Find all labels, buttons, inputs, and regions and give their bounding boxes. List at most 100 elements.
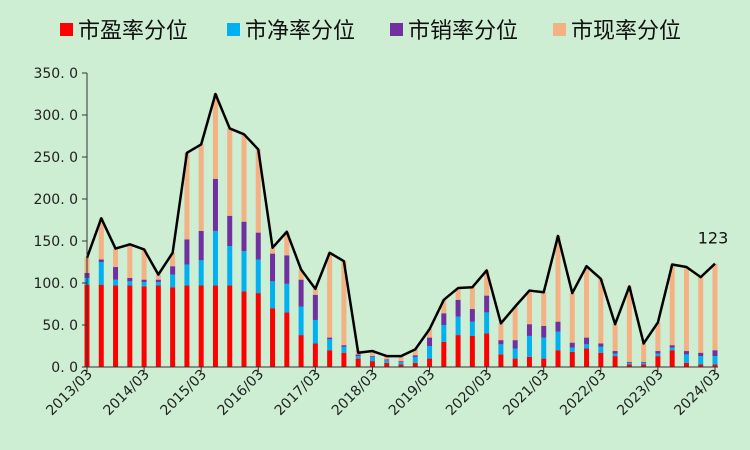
bar-2-2017/12	[355, 356, 361, 359]
bar-1-2024/03	[712, 364, 718, 367]
bar-4-2022/03	[598, 278, 604, 344]
bar-1-2013/06	[98, 284, 104, 367]
bar-1-2017/09	[341, 352, 347, 367]
bar-4-2018/12	[412, 349, 418, 356]
bar-3-2013/12	[127, 277, 133, 282]
bar-4-2018/03	[369, 351, 375, 357]
bar-3-2021/09	[569, 342, 575, 348]
x-tick-label: 2024/03	[671, 367, 723, 419]
legend-swatch-3	[390, 23, 403, 36]
bar-4-2017/06	[327, 252, 333, 338]
bar-3-2019/03	[427, 337, 433, 346]
bar-4-2023/09	[683, 267, 689, 352]
bar-2-2021/03	[541, 337, 547, 359]
bar-3-2021/06	[555, 321, 561, 332]
bar-4-2016/03	[255, 149, 261, 233]
bar-4-2017/03	[312, 288, 318, 295]
bar-2-2022/12	[641, 362, 647, 365]
bar-4-2020/09	[512, 306, 518, 341]
bar-2-2022/09	[626, 362, 632, 365]
bar-4-2022/06	[612, 324, 618, 352]
x-tick-label: 2017/03	[272, 367, 324, 419]
bar-1-2022/09	[626, 364, 632, 367]
bar-3-2018/12	[412, 355, 418, 357]
y-tick-label: 300. 0	[33, 108, 78, 124]
bar-3-2018/09	[398, 361, 404, 362]
bar-3-2014/12	[184, 239, 190, 265]
bar-3-2023/12	[698, 352, 704, 357]
bar-4-2013/06	[98, 218, 104, 260]
bar-1-2017/12	[355, 358, 361, 367]
bar-1-2021/09	[569, 351, 575, 367]
bar-4-2019/03	[427, 329, 433, 338]
bar-4-2021/03	[541, 292, 547, 326]
total-line	[85, 92, 716, 358]
axes: 0. 0 50. 0 100. 0 150. 0 200. 0 250. 0 300. 0 3…	[33, 66, 723, 419]
x-tick-label: 2019/03	[386, 367, 438, 419]
y-tick-label: 350. 0	[33, 66, 78, 82]
bar-3-2017/06	[327, 337, 333, 340]
bar-2-2020/03	[484, 312, 490, 334]
bar-1-2022/03	[598, 352, 604, 367]
bar-3-2018/03	[369, 356, 375, 357]
bar-2-2021/12	[584, 344, 590, 349]
bar-3-2015/12	[241, 221, 247, 252]
bar-3-2016/03	[255, 232, 261, 260]
bar-2-2022/03	[598, 346, 604, 353]
bar-1-2019/12	[469, 335, 475, 367]
bar-3-2016/12	[298, 279, 304, 307]
bar-4-2024/03	[712, 263, 718, 351]
bar-3-2022/12	[641, 361, 647, 363]
x-tick-label: 2022/03	[557, 367, 609, 419]
bar-4-2015/03	[198, 144, 204, 231]
bar-4-2022/09	[626, 286, 632, 362]
bar-2-2016/03	[255, 259, 261, 294]
bar-1-2023/12	[698, 364, 704, 367]
legend-label-2: 市净率分位	[245, 19, 355, 44]
bar-2-2023/09	[683, 354, 689, 363]
bar-1-2020/12	[526, 356, 532, 367]
legend-swatch-1	[60, 23, 73, 36]
x-tick-label: 2021/03	[500, 367, 552, 419]
legend: 市盈率分位 市净率分位 市销率分位 市现率分位	[60, 19, 681, 44]
bar-4-2021/09	[569, 293, 575, 343]
bar-4-2014/06	[155, 274, 161, 280]
x-tick-label: 2014/03	[100, 367, 152, 419]
bar-3-2016/06	[270, 253, 276, 282]
bar-3-2023/09	[683, 351, 689, 355]
bar-1-2015/12	[241, 291, 247, 367]
bar-3-2021/12	[584, 337, 590, 345]
bar-2-2023/03	[655, 353, 661, 357]
bar-2-2017/06	[327, 339, 333, 351]
bar-3-2023/06	[669, 345, 675, 348]
bar-1-2018/12	[412, 362, 418, 367]
legend-label-1: 市盈率分位	[78, 19, 188, 44]
bar-1-2016/06	[270, 308, 276, 367]
y-tick-label: 200. 0	[33, 192, 78, 208]
bar-1-2019/06	[441, 341, 447, 367]
bar-4-2021/12	[584, 266, 590, 338]
bar-1-2017/03	[312, 343, 318, 367]
bar-2-2018/12	[412, 356, 418, 363]
bar-2-2019/06	[441, 325, 447, 342]
bar-3-2014/03	[141, 279, 147, 283]
bar-3-2016/09	[284, 255, 290, 284]
bar-2-2017/03	[312, 319, 318, 344]
legend-swatch-4	[553, 23, 566, 36]
bar-1-2021/03	[541, 358, 547, 367]
bar-3-2014/09	[170, 266, 176, 275]
bar-3-2019/12	[469, 309, 475, 322]
bar-3-2024/03	[712, 350, 718, 357]
bar-1-2014/06	[155, 285, 161, 367]
bars	[84, 94, 718, 367]
bar-1-2016/03	[255, 293, 261, 367]
bar-1-2020/09	[512, 358, 518, 367]
bar-2-2021/09	[569, 347, 575, 352]
bar-1-2019/09	[455, 335, 461, 367]
bar-4-2015/12	[241, 134, 247, 222]
bar-4-2023/03	[655, 322, 661, 352]
bar-1-2018/09	[398, 364, 404, 367]
bar-4-2016/06	[270, 247, 276, 254]
bar-2-2018/06	[384, 360, 390, 363]
